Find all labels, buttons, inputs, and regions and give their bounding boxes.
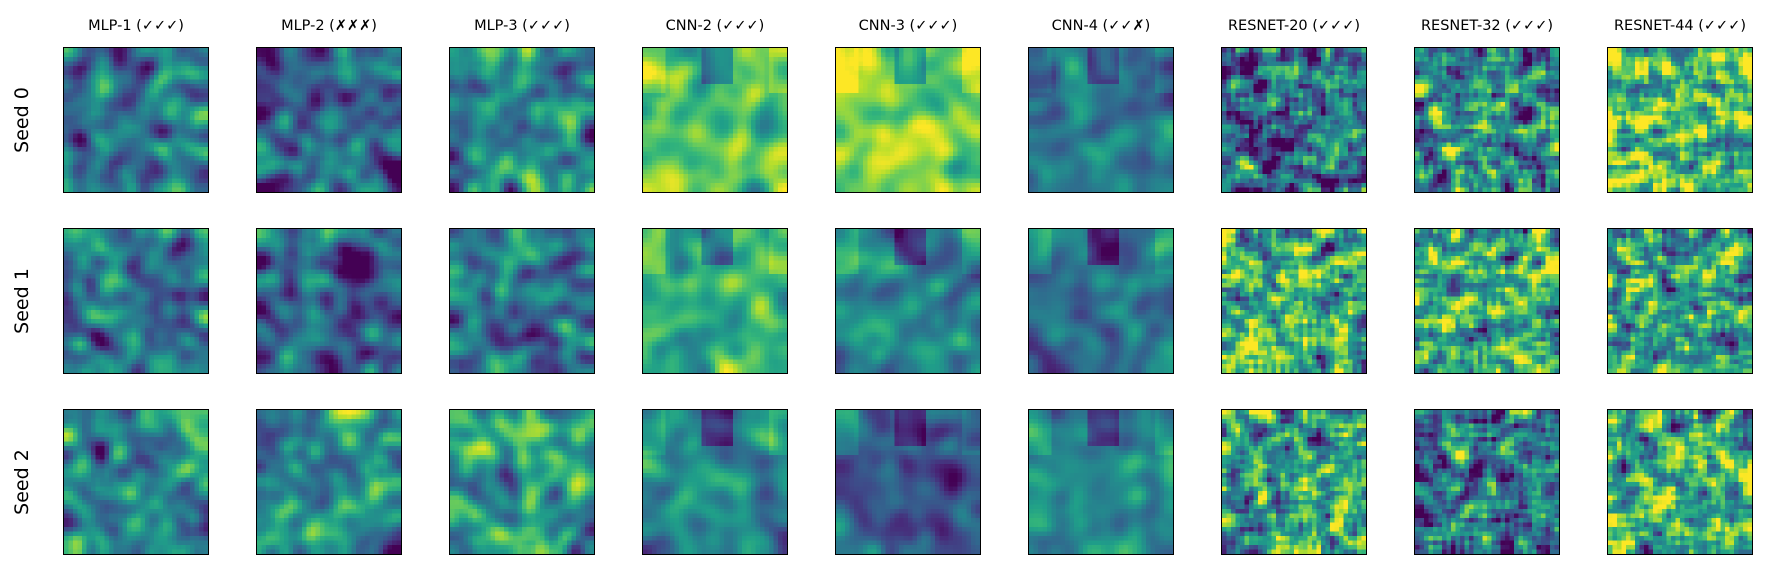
heatmap-image	[1029, 410, 1173, 554]
heatmap-image	[64, 229, 208, 373]
column-title: CNN-4 (✓✓✗)	[1051, 18, 1151, 34]
heatmap-image	[1608, 48, 1752, 192]
heatmap-panel	[835, 409, 981, 555]
heatmap-image	[836, 48, 980, 192]
column-title: CNN-3 (✓✓✓)	[858, 18, 958, 34]
heatmap-image	[1029, 48, 1173, 192]
heatmap-panel	[1607, 409, 1753, 555]
heatmap-panel	[1221, 47, 1367, 193]
heatmap-image	[1415, 229, 1559, 373]
heatmap-image	[257, 410, 401, 554]
heatmap-image	[1029, 229, 1173, 373]
column-title: RESNET-44 (✓✓✓)	[1613, 18, 1747, 34]
heatmap-panel	[1414, 409, 1560, 555]
heatmap-panel	[642, 47, 788, 193]
heatmap-image	[1415, 410, 1559, 554]
heatmap-panel	[63, 409, 209, 555]
heatmap-panel	[449, 409, 595, 555]
heatmap-image	[64, 48, 208, 192]
heatmap-image	[450, 48, 594, 192]
heatmap-image	[1608, 410, 1752, 554]
heatmap-image	[64, 410, 208, 554]
row-label-text: Seed 2	[11, 449, 34, 515]
heatmap-panel	[1221, 409, 1367, 555]
row-label: Seed 1	[2, 228, 42, 374]
column-title: CNN-2 (✓✓✓)	[665, 18, 765, 34]
heatmap-image	[1415, 48, 1559, 192]
heatmap-panel	[642, 228, 788, 374]
heatmap-panel	[63, 228, 209, 374]
heatmap-panel	[256, 47, 402, 193]
row-label: Seed 0	[2, 47, 42, 193]
heatmap-panel	[256, 409, 402, 555]
heatmap-image	[257, 48, 401, 192]
row-label-text: Seed 0	[11, 87, 34, 153]
heatmap-panel	[63, 47, 209, 193]
row-label: Seed 2	[2, 409, 42, 555]
heatmap-panel	[449, 47, 595, 193]
heatmap-image	[1222, 410, 1366, 554]
heatmap-image	[836, 410, 980, 554]
heatmap-image	[836, 229, 980, 373]
heatmap-panel	[1221, 228, 1367, 374]
heatmap-panel	[1414, 47, 1560, 193]
heatmap-image	[450, 410, 594, 554]
heatmap-image	[1222, 48, 1366, 192]
heatmap-panel	[1607, 228, 1753, 374]
row-label-text: Seed 1	[11, 268, 34, 334]
heatmap-panel	[449, 228, 595, 374]
column-title: MLP-3 (✓✓✓)	[474, 18, 570, 34]
heatmap-panel	[256, 228, 402, 374]
heatmap-image	[450, 229, 594, 373]
column-title: MLP-1 (✓✓✓)	[88, 18, 184, 34]
column-title: MLP-2 (✗✗✗)	[281, 18, 377, 34]
heatmap-panel	[835, 47, 981, 193]
heatmap-image	[643, 229, 787, 373]
column-title: RESNET-20 (✓✓✓)	[1227, 18, 1361, 34]
heatmap-image	[643, 48, 787, 192]
heatmap-panel	[1028, 228, 1174, 374]
heatmap-image	[1608, 229, 1752, 373]
heatmap-panel	[835, 228, 981, 374]
heatmap-panel	[1028, 409, 1174, 555]
heatmap-image	[1222, 229, 1366, 373]
heatmap-panel	[1028, 47, 1174, 193]
heatmap-image	[643, 410, 787, 554]
heatmap-panel	[1607, 47, 1753, 193]
column-title: RESNET-32 (✓✓✓)	[1420, 18, 1554, 34]
heatmap-panel	[1414, 228, 1560, 374]
heatmap-image	[257, 229, 401, 373]
heatmap-panel	[642, 409, 788, 555]
